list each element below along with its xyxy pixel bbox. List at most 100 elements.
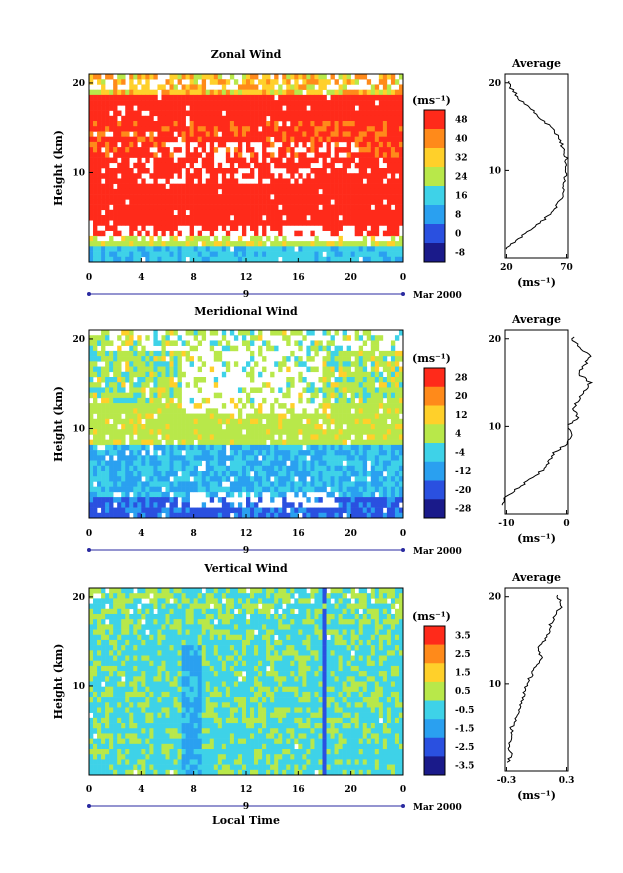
heatmap-cell — [177, 450, 182, 456]
heatmap-cell — [153, 512, 158, 519]
heatmap-cell — [133, 366, 138, 373]
heatmap-cell — [270, 126, 275, 132]
heatmap-cell — [266, 183, 271, 190]
heatmap-cell — [326, 173, 331, 179]
heatmap-cell — [185, 157, 190, 164]
heatmap-cell — [105, 465, 110, 472]
heatmap-cell — [330, 178, 335, 184]
heatmap-cell — [241, 603, 247, 610]
heatmap-cell — [378, 199, 384, 205]
heatmap-cell — [145, 491, 150, 498]
heatmap-cell — [225, 220, 231, 226]
heatmap-cell — [334, 366, 339, 373]
heatmap-cell — [125, 465, 130, 472]
heatmap-cell — [290, 89, 295, 96]
heatmap-cell — [197, 152, 203, 158]
heatmap-cell — [370, 512, 376, 519]
heatmap-cell — [390, 178, 396, 184]
colorbar-swatch — [424, 461, 445, 481]
heatmap-cell — [394, 204, 400, 211]
heatmap-cell — [169, 382, 174, 388]
heatmap-cell — [193, 424, 198, 430]
heatmap-cell — [294, 79, 299, 85]
heatmap-cell — [294, 418, 299, 425]
heatmap-cell — [233, 465, 239, 472]
heatmap-cell — [314, 131, 319, 137]
heatmap-cell — [370, 377, 376, 383]
heatmap-cell — [97, 387, 102, 393]
heatmap-cell — [177, 121, 182, 127]
heatmap-cell — [213, 424, 219, 430]
heatmap-cell — [250, 121, 255, 127]
heatmap-cell — [314, 350, 319, 357]
heatmap-cell — [338, 136, 343, 143]
heatmap-cell — [109, 115, 114, 122]
heatmap-cell — [378, 588, 384, 594]
heatmap-cell — [314, 126, 319, 132]
heatmap-cell — [117, 371, 122, 378]
heatmap-cell — [326, 387, 331, 393]
heatmap-cell — [354, 356, 360, 362]
heatmap-cell — [274, 246, 279, 252]
heatmap-cell — [117, 603, 122, 610]
heatmap-cell — [157, 340, 162, 346]
heatmap-cell — [93, 74, 98, 80]
heatmap-cell — [97, 429, 102, 435]
heatmap-cell — [298, 209, 303, 216]
heatmap-cell — [97, 147, 102, 153]
heatmap-cell — [274, 256, 279, 263]
heatmap-cell — [254, 471, 259, 477]
heatmap-cell — [274, 608, 279, 615]
heatmap-cell — [362, 481, 368, 487]
heatmap-cell — [125, 246, 130, 252]
heatmap-cell — [185, 434, 190, 440]
heatmap-cell — [173, 162, 178, 169]
heatmap-cell — [157, 588, 162, 594]
heatmap-cell — [209, 215, 215, 221]
heatmap-cell — [334, 225, 339, 231]
heatmap-cell — [117, 377, 122, 383]
heatmap-cell — [314, 121, 319, 127]
heatmap-cell — [177, 608, 182, 615]
heatmap-cell — [374, 215, 380, 221]
heatmap-cell — [266, 460, 271, 467]
heatmap-cell — [370, 350, 376, 357]
heatmap-cell — [109, 141, 114, 148]
heatmap-cell — [318, 126, 323, 132]
heatmap-cell — [386, 366, 392, 373]
heatmap-cell — [282, 502, 287, 508]
heatmap-cell — [241, 121, 247, 127]
heatmap-cell — [153, 330, 158, 336]
heatmap-cell — [221, 84, 227, 90]
heatmap-cell — [398, 598, 404, 604]
heatmap-cell — [89, 209, 94, 216]
heatmap-cell — [241, 588, 247, 594]
heatmap-cell — [346, 444, 351, 451]
heatmap-cell — [141, 603, 146, 610]
heatmap-cell — [153, 225, 158, 231]
heatmap-cell — [165, 225, 170, 231]
heatmap-cell — [246, 502, 251, 508]
heatmap-cell — [326, 444, 331, 451]
heatmap-cell — [382, 413, 388, 420]
heatmap-cell — [334, 471, 339, 477]
heatmap-cell — [181, 100, 186, 106]
heatmap-cell — [205, 89, 211, 96]
heatmap-cell — [362, 157, 368, 164]
heatmap-cell — [354, 74, 360, 80]
heatmap-cell — [177, 168, 182, 174]
heatmap-cell — [362, 439, 368, 446]
heatmap-cell — [270, 387, 275, 393]
heatmap-cell — [221, 361, 227, 367]
heatmap-cell — [358, 89, 364, 96]
heatmap-cell — [225, 429, 231, 435]
heatmap-cell — [246, 241, 251, 247]
heatmap-cell — [165, 429, 170, 435]
heatmap-cell — [169, 330, 174, 336]
heatmap-cell — [97, 382, 102, 388]
heatmap-cell — [330, 89, 335, 96]
heatmap-cell — [398, 392, 404, 399]
heatmap-cell — [201, 434, 207, 440]
